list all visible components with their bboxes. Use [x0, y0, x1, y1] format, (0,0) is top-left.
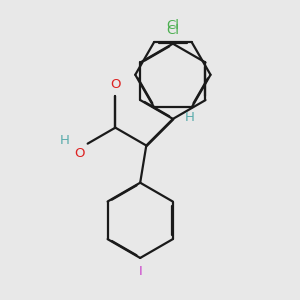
- Text: Cl: Cl: [167, 19, 179, 32]
- Text: O: O: [110, 78, 121, 91]
- Text: I: I: [138, 265, 142, 278]
- Text: O: O: [74, 147, 84, 160]
- Text: H: H: [184, 111, 194, 124]
- Text: Cl: Cl: [167, 24, 179, 37]
- Text: H: H: [60, 134, 70, 147]
